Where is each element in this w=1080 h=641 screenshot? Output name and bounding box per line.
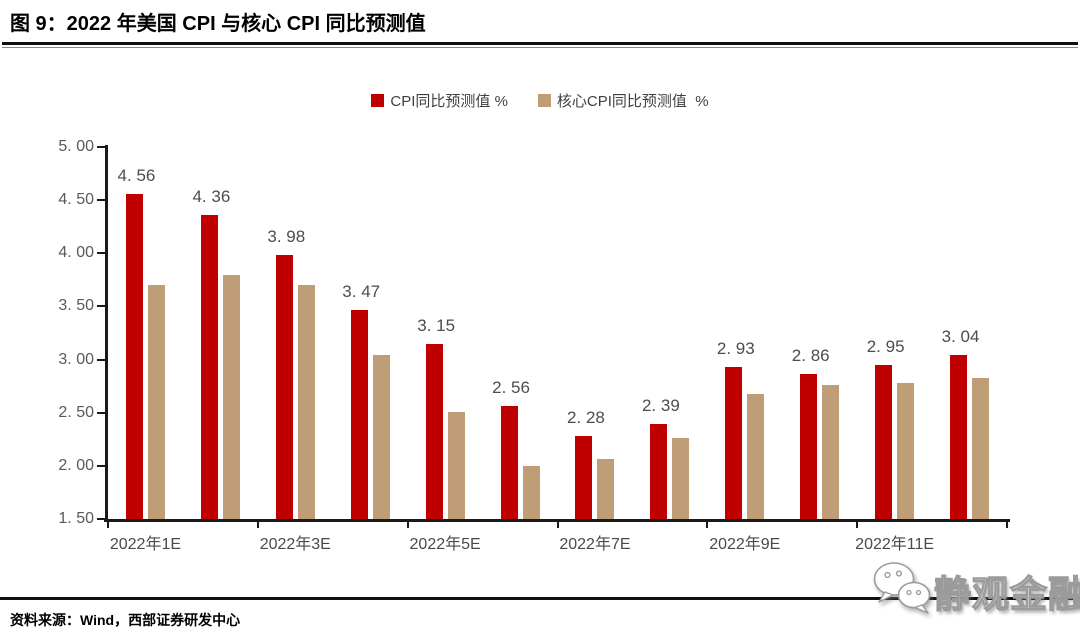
bar-value-label: 2. 56 <box>492 378 530 398</box>
core-cpi-bar <box>747 393 765 519</box>
cpi-bar <box>575 436 593 519</box>
bar-value-label: 2. 93 <box>716 339 755 358</box>
x-axis-label: 2022年7E <box>559 536 631 553</box>
x-axis-tick <box>256 521 259 528</box>
cpi-bar <box>650 424 668 519</box>
title-divider <box>2 42 1078 45</box>
cpi-bar <box>500 406 518 519</box>
core-cpi-bar <box>522 465 540 519</box>
y-axis-tick <box>97 464 106 467</box>
chat-bubbles-icon <box>873 562 931 614</box>
x-axis-label: 2022年3E <box>259 536 331 553</box>
cpi-bar <box>425 343 443 519</box>
x-axis-tick <box>406 521 409 528</box>
cpi-bar <box>800 374 818 519</box>
core-cpi-bar <box>897 382 915 519</box>
cpi-bar <box>275 255 293 519</box>
x-axis-tick <box>107 521 109 528</box>
y-axis-line <box>105 145 108 522</box>
x-axis-tick <box>1006 521 1008 528</box>
watermark-text: 静观金融 <box>933 573 1080 615</box>
x-axis-tick <box>856 521 859 528</box>
watermark: 静观金融 <box>872 556 1080 618</box>
bar-value-label: 2. 28 <box>567 408 605 428</box>
y-axis-label: 5. 00 <box>58 138 94 155</box>
bar-value-label: 2. 86 <box>791 346 830 366</box>
bar-value-label: 3. 98 <box>267 227 306 247</box>
footer-divider <box>0 597 1080 600</box>
x-axis-label: 2022年1E <box>109 536 182 553</box>
bar-value-label: 4. 36 <box>192 187 231 207</box>
title-divider-thin <box>2 47 1078 48</box>
core-cpi-bar <box>822 385 840 519</box>
y-axis-label: 1. 50 <box>58 510 94 527</box>
core-cpi-bar <box>672 438 690 519</box>
x-axis-line <box>104 519 1010 522</box>
y-axis-tick <box>97 518 106 520</box>
bar-chart: 5. 00 4. 50 4. 00 3. 50 3. 00 2. 50 2. 00 1. 50… <box>58 138 1010 553</box>
bar-value-label: 3. 15 <box>417 315 456 335</box>
y-axis-label: 4. 00 <box>58 244 94 262</box>
cpi-bar <box>200 215 218 519</box>
y-axis-tick <box>97 199 106 202</box>
core-cpi-bar <box>447 411 465 519</box>
chart-legend: CPI同比预测值 % 核心CPI同比预测值 % <box>0 90 1080 111</box>
bar-value-label: 2. 39 <box>641 396 680 416</box>
core-cpi-bar <box>597 459 615 519</box>
y-axis-tick <box>97 146 106 148</box>
core-cpi-bar <box>297 285 315 519</box>
legend-swatch-cpi <box>371 94 385 107</box>
y-axis-label: 2. 50 <box>58 403 94 421</box>
cpi-bar <box>725 367 743 519</box>
core-cpi-bar <box>372 355 390 519</box>
y-axis-tick <box>97 411 106 414</box>
x-axis-label: 2022年11E <box>855 536 935 553</box>
bar-value-label: 3. 47 <box>342 281 381 301</box>
x-axis-label: 2022年5E <box>409 536 481 553</box>
bar-value-label: 3. 04 <box>941 327 980 347</box>
core-cpi-bar <box>222 274 240 519</box>
y-axis-label: 4. 50 <box>58 191 94 209</box>
y-axis-tick <box>97 358 106 361</box>
cpi-bar <box>125 193 143 519</box>
y-axis-tick <box>97 305 106 308</box>
core-cpi-bar <box>972 377 990 519</box>
cpi-bar <box>875 364 893 519</box>
x-axis-tick <box>556 521 559 528</box>
legend-label-cpi: CPI同比预测值 % <box>390 93 508 110</box>
y-axis-label: 2. 00 <box>58 456 94 474</box>
legend-item-core-cpi: 核心CPI同比预测值 % <box>537 90 709 111</box>
y-axis-tick <box>97 252 106 255</box>
cpi-bar <box>350 309 368 519</box>
x-axis-label: 2022年9E <box>709 536 781 553</box>
y-axis-label: 3. 00 <box>58 350 94 368</box>
bar-value-label: 4. 56 <box>117 165 156 185</box>
figure-title: 图 9：2022 年美国 CPI 与核心 CPI 同比预测值 <box>10 13 426 35</box>
y-axis-label: 3. 50 <box>58 297 94 315</box>
legend-item-cpi: CPI同比预测值 % <box>371 90 508 111</box>
bar-value-label: 2. 95 <box>866 336 905 356</box>
legend-swatch-core-cpi <box>537 94 551 107</box>
legend-label-core-cpi: 核心CPI同比预测值 % <box>556 93 709 110</box>
x-axis-tick <box>706 521 709 528</box>
source-note: 资料来源：Wind，西部证券研发中心 <box>10 612 241 628</box>
cpi-bar <box>950 355 968 519</box>
core-cpi-bar <box>147 285 165 519</box>
